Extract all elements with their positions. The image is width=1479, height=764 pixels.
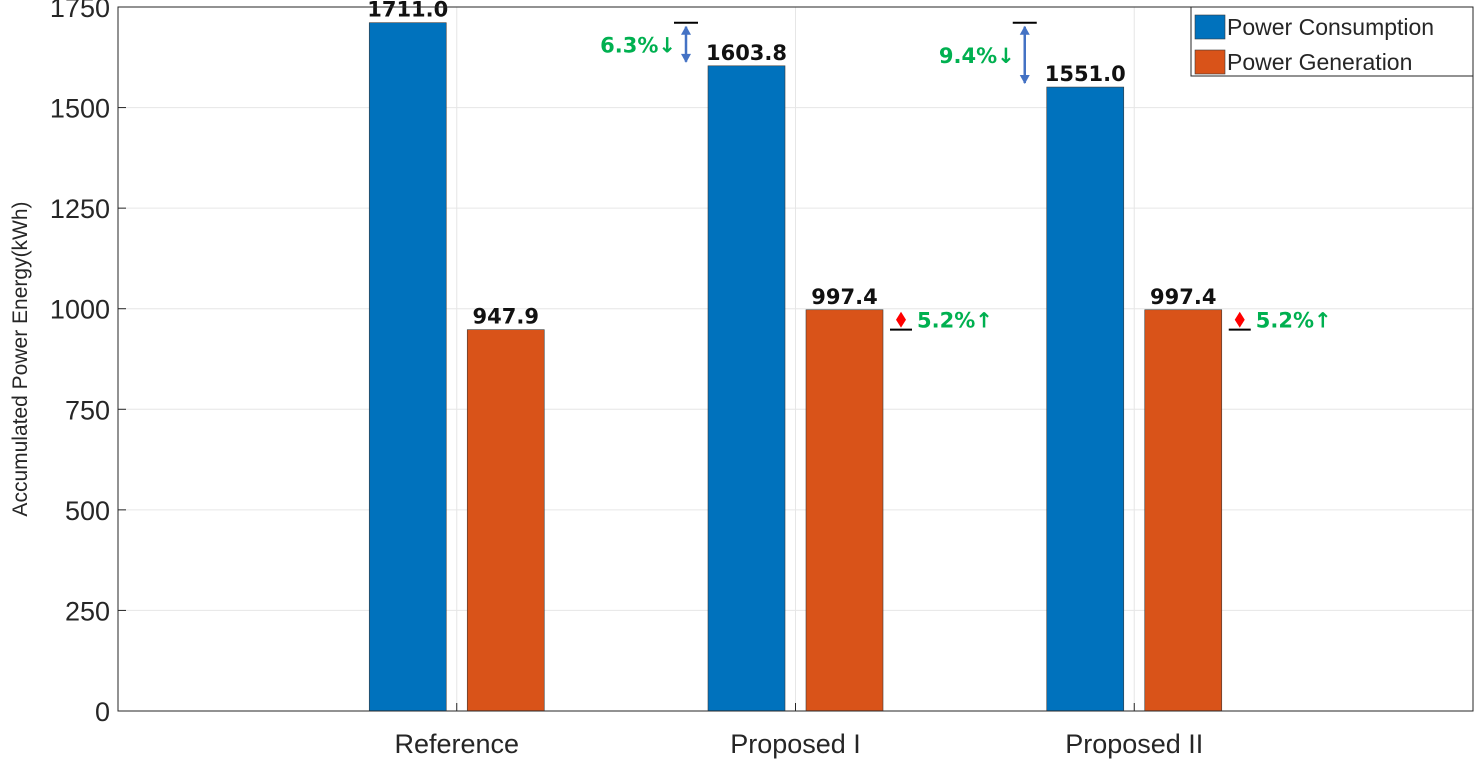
bars: 1711.0 1603.8 1551.0 947.9 997.4 997.4 bbox=[367, 0, 1223, 712]
grid bbox=[118, 6, 1473, 712]
y-tick-label: 250 bbox=[65, 596, 110, 626]
bar bbox=[368, 22, 447, 712]
y-tick-label: 500 bbox=[65, 496, 110, 526]
bar bbox=[1046, 86, 1125, 712]
y-axis-label: Accumulated Power Energy(kWh) bbox=[9, 201, 32, 516]
data-label: 1711.0 bbox=[367, 0, 448, 22]
percent-change-label: 6.3%↓ bbox=[600, 33, 676, 57]
arrow-head-down bbox=[681, 53, 691, 63]
y-tick-label: 1500 bbox=[50, 94, 110, 124]
x-tick-label: Proposed II bbox=[1065, 729, 1203, 759]
x-tick-label: Reference bbox=[394, 729, 519, 759]
arrow-head-down bbox=[1019, 75, 1030, 85]
legend-swatch bbox=[1194, 14, 1226, 40]
percent-change-label: 5.2%↑ bbox=[917, 309, 993, 333]
legend-box bbox=[1190, 6, 1474, 77]
legend: Power Consumption Power Generation bbox=[1190, 6, 1474, 77]
x-axis-ticks: Reference Proposed I Proposed II bbox=[394, 703, 1203, 759]
y-tick-label: 1750 bbox=[50, 0, 110, 23]
percent-change-label: 5.2%↑ bbox=[1256, 309, 1332, 333]
increase-marker bbox=[896, 311, 906, 328]
legend-label: Power Consumption bbox=[1227, 14, 1434, 40]
data-label: 1603.8 bbox=[706, 41, 787, 65]
data-label: 947.9 bbox=[473, 305, 539, 329]
y-tick-label: 1000 bbox=[50, 295, 110, 325]
data-label: 997.4 bbox=[811, 285, 877, 309]
x-tick-label: Proposed I bbox=[730, 729, 861, 759]
bar bbox=[707, 65, 786, 712]
bar bbox=[805, 309, 884, 712]
bar bbox=[466, 329, 545, 712]
legend-label: Power Generation bbox=[1227, 49, 1412, 75]
arrow-head-up bbox=[681, 25, 691, 35]
increase-marker bbox=[1234, 311, 1245, 328]
data-label: 1551.0 bbox=[1045, 62, 1126, 86]
y-tick-label: 1250 bbox=[50, 194, 110, 224]
percent-change-label: 9.4%↓ bbox=[939, 44, 1015, 68]
y-axis-ticks: 0 250 500 750 1000 1250 1500 1750 bbox=[50, 0, 126, 727]
arrow-head-up bbox=[1019, 25, 1030, 35]
y-tick-label: 0 bbox=[95, 697, 110, 727]
y-tick-label: 750 bbox=[65, 395, 110, 425]
bar bbox=[1144, 309, 1223, 712]
data-label: 997.4 bbox=[1150, 285, 1216, 309]
annotations: 6.3%↓ 9.4%↓ 5.2%↑ 5.2%↑ bbox=[600, 21, 1332, 333]
legend-swatch bbox=[1194, 49, 1226, 75]
